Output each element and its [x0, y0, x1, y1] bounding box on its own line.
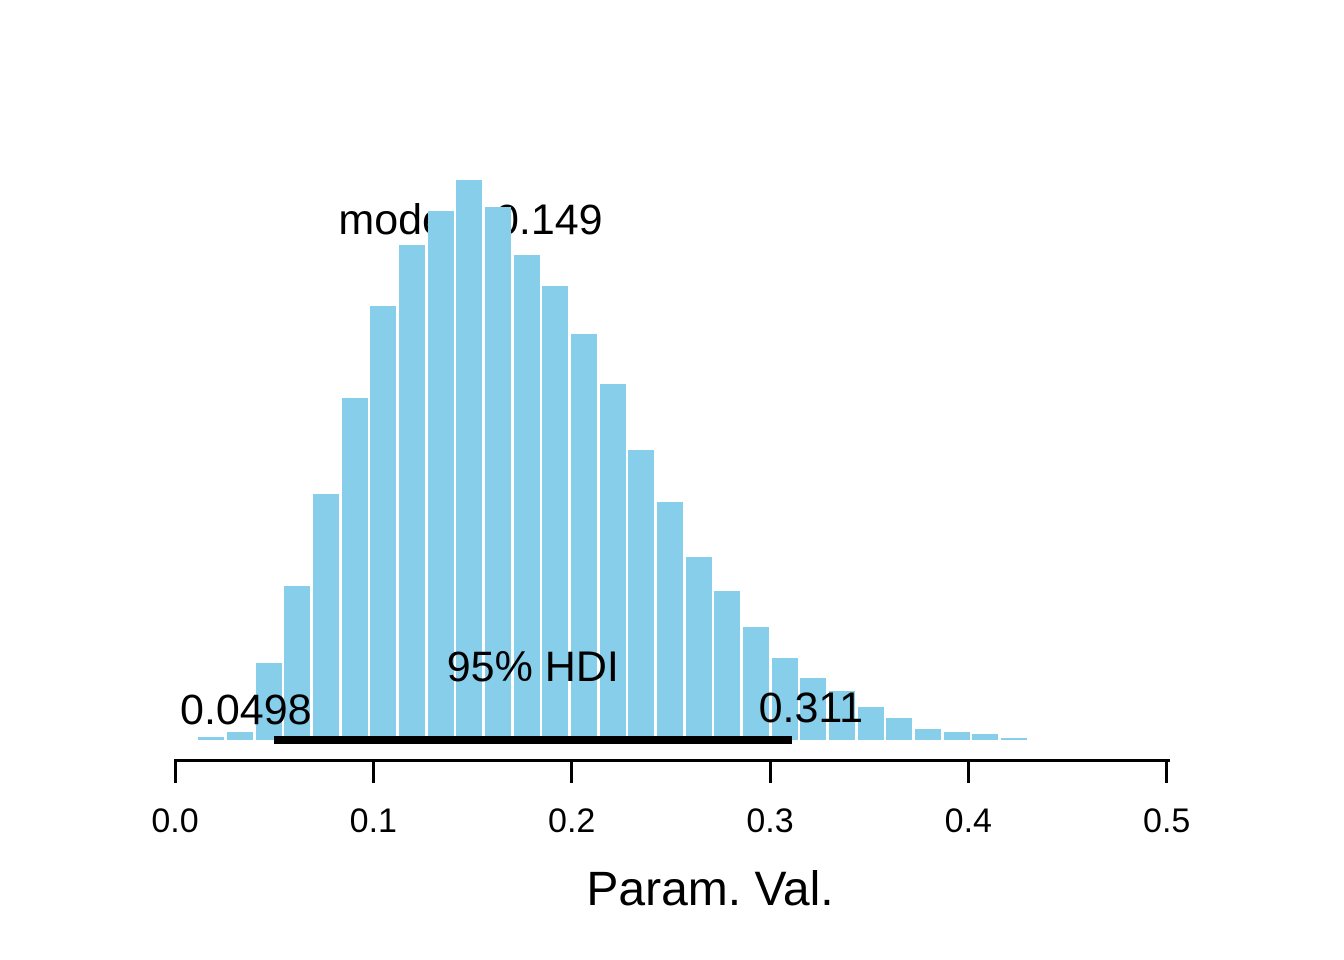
x-tick-label: 0.2 [548, 802, 596, 840]
histogram-bar [714, 591, 741, 740]
x-axis-tick [1165, 759, 1169, 783]
hdi-interval-label: 95% HDI [446, 643, 619, 691]
x-axis-line [175, 759, 1170, 762]
histogram-bar [398, 245, 425, 740]
histogram-bar [857, 707, 884, 740]
histogram-bar [886, 718, 913, 740]
histogram-bar [685, 557, 712, 740]
x-axis-tick [371, 759, 375, 783]
histogram-bar [914, 729, 941, 740]
hdi-lower-limit-label: 0.0498 [180, 686, 312, 734]
histogram-bar [485, 207, 511, 740]
histogram-bar [1000, 738, 1027, 740]
histogram-bar [742, 627, 769, 740]
histogram-bar [370, 306, 397, 740]
histogram-bar [599, 384, 626, 740]
histogram-bar [542, 286, 569, 740]
histogram-bar [943, 732, 970, 740]
histogram-bar [828, 691, 855, 740]
histogram-bar [313, 494, 339, 740]
x-tick-label: 0.0 [151, 802, 199, 840]
x-axis-tick [966, 759, 970, 783]
histogram-bar [227, 732, 253, 740]
histogram-bar [284, 586, 311, 740]
histogram-bar [972, 734, 999, 740]
histogram-bar [656, 502, 683, 740]
x-tick-label: 0.5 [1143, 802, 1191, 840]
x-axis-tick [768, 759, 772, 783]
x-tick-label: 0.3 [746, 802, 794, 840]
x-tick-label: 0.1 [349, 802, 397, 840]
hdi-upper-limit-label: 0.311 [758, 684, 864, 732]
histogram-bar [255, 663, 282, 740]
x-axis-title: Param. Val. [586, 863, 834, 916]
histogram-bar [198, 737, 225, 740]
histogram-bar [513, 255, 540, 740]
hdi-interval-line [273, 736, 792, 744]
x-axis-tick [570, 759, 574, 783]
x-tick-label: 0.4 [944, 802, 992, 840]
histogram-bar [771, 658, 798, 740]
histogram-bar [341, 398, 368, 740]
x-axis-tick [173, 759, 177, 783]
histogram-bar [628, 450, 655, 740]
histogram-bar [570, 334, 597, 740]
histogram-bar [456, 180, 483, 740]
histogram-bar [800, 678, 827, 740]
histogram-bar [427, 211, 454, 740]
